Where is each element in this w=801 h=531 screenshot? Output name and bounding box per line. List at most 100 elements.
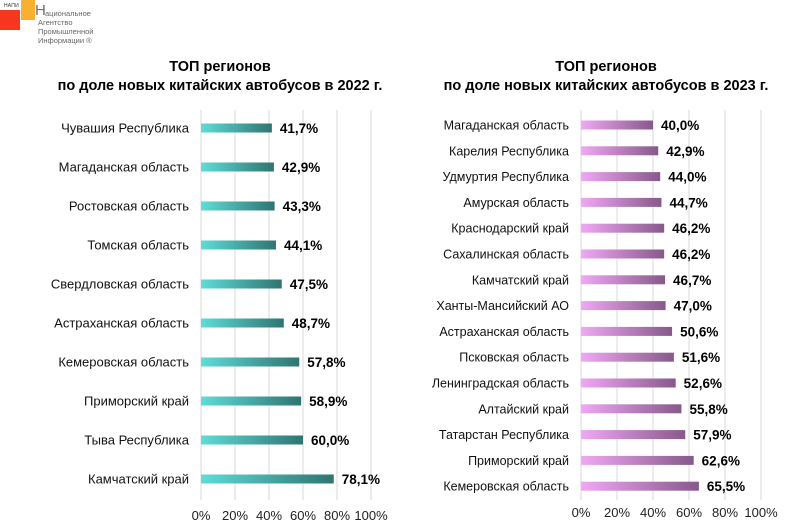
value-label: 57,8% (307, 355, 345, 370)
x-tick-label: 20% (604, 505, 630, 520)
category-label: Приморский край (468, 454, 569, 468)
bar (581, 197, 662, 207)
category-label: Амурская область (463, 196, 569, 210)
bar (201, 162, 274, 172)
logo-line: Агентство (38, 18, 73, 27)
category-label: Карелия Республика (449, 144, 569, 158)
category-label: Приморский край (84, 394, 189, 409)
bar (581, 481, 699, 491)
value-label: 40,0% (661, 118, 699, 133)
value-label: 48,7% (292, 316, 330, 331)
value-label: 44,1% (284, 238, 322, 253)
category-label: Астраханская область (439, 325, 569, 339)
bar (581, 430, 686, 440)
logo-orange-square (21, 0, 35, 20)
value-label: 42,9% (282, 160, 320, 175)
bar (581, 352, 674, 362)
chart-2022-title: ТОП регионов по доле новых китайских авт… (30, 58, 410, 96)
bar (581, 223, 665, 233)
category-label: Ленинградская область (432, 377, 569, 391)
category-label: Магаданская область (444, 119, 569, 133)
value-label: 42,9% (666, 144, 704, 159)
value-label: 43,3% (283, 199, 321, 214)
value-label: 41,7% (280, 121, 318, 136)
value-label: 46,2% (672, 247, 710, 262)
value-label: 44,0% (668, 170, 706, 185)
logo-abbr: НАПИ (4, 3, 19, 9)
bar (581, 404, 682, 414)
value-label: 60,0% (311, 433, 349, 448)
bar (201, 201, 275, 211)
bar (201, 357, 300, 367)
bar (581, 146, 659, 156)
category-label: Тыва Республика (84, 433, 190, 448)
logo-text: ациональное Агентство Промышленной Инфор… (38, 9, 94, 45)
category-label: Кемеровская область (58, 355, 189, 370)
category-label: Свердловская область (51, 277, 189, 292)
category-label: Камчатский край (88, 472, 189, 487)
value-label: 58,9% (309, 394, 347, 409)
value-label: 57,9% (693, 428, 731, 443)
x-tick-label: 80% (324, 508, 350, 523)
logo-line: Информации ® (38, 36, 92, 45)
x-tick-label: 100% (744, 505, 778, 520)
bar (581, 326, 673, 336)
chart-2022-title-line1: ТОП регионов (169, 59, 271, 75)
value-label: 46,2% (672, 221, 710, 236)
category-label: Кемеровская область (443, 480, 569, 494)
chart-2022: 0% 20% 40% 60% 80% 100% Чувашия Республика 41,7… (51, 110, 388, 523)
value-label: 47,5% (290, 277, 328, 292)
category-label: Псковская область (459, 351, 569, 365)
bar (201, 474, 334, 484)
bar (581, 249, 665, 259)
category-label: Краснодарский край (451, 222, 569, 236)
value-label: 78,1% (342, 472, 380, 487)
value-label: 65,5% (707, 479, 745, 494)
value-label: 46,7% (673, 273, 711, 288)
category-label: Томская область (87, 238, 189, 253)
chart-2022-title-line2: по доле новых китайских автобусов в 2022… (57, 78, 383, 94)
category-label: Ханты-Мансийский АО (436, 299, 569, 313)
bar (201, 240, 276, 250)
value-label: 55,8% (689, 402, 727, 417)
category-label: Камчатский край (472, 273, 569, 287)
category-label: Чувашия Республика (61, 121, 190, 136)
value-label: 52,6% (684, 376, 722, 391)
x-tick-label: 100% (354, 508, 388, 523)
value-label: 62,6% (702, 453, 740, 468)
value-label: 47,0% (674, 299, 712, 314)
logo-line: Промышленной (38, 27, 94, 36)
bar (201, 396, 302, 406)
value-label: 44,7% (669, 195, 707, 210)
napi-logo: НАПИ Н ациональное Агентство Промышленно… (0, 0, 120, 55)
category-label: Астраханская область (54, 316, 189, 331)
x-tick-label: 60% (290, 508, 316, 523)
logo-red-square (0, 10, 20, 30)
x-tick-label: 40% (640, 505, 666, 520)
value-label: 50,6% (680, 324, 718, 339)
bar (581, 455, 694, 465)
category-label: Магаданская область (59, 160, 190, 175)
bar (201, 123, 272, 133)
category-label: Сахалинская область (443, 248, 569, 262)
x-tick-label: 0% (572, 505, 591, 520)
logo-line: ациональное (45, 9, 91, 18)
value-label: 51,6% (682, 350, 720, 365)
bar (201, 318, 284, 328)
x-tick-label: 20% (222, 508, 248, 523)
x-tick-label: 80% (712, 505, 738, 520)
bar (201, 279, 282, 289)
category-label: Татарстан Республика (439, 428, 569, 442)
x-tick-label: 60% (676, 505, 702, 520)
chart-2023: 0% 20% 40% 60% 80% 100% Магаданская область 40,… (432, 110, 778, 520)
x-tick-label: 40% (256, 508, 282, 523)
chart-2023-title-line2: по доле новых китайских автобусов в 2023… (443, 78, 769, 94)
x-tick-label: 0% (192, 508, 211, 523)
bar (581, 378, 676, 388)
category-label: Удмуртия Республика (443, 170, 569, 184)
bar (581, 275, 666, 285)
logo-first-letter: Н (35, 2, 46, 19)
bar (581, 120, 653, 130)
bar (201, 435, 303, 445)
